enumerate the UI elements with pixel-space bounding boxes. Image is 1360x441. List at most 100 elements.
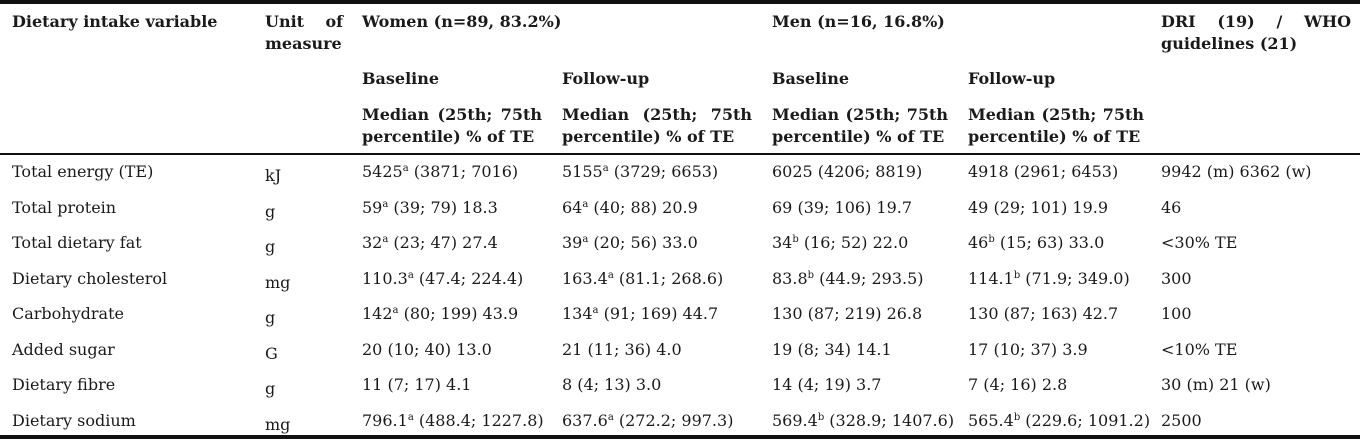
- cell-range: (39; 79) 18.3: [388, 198, 498, 217]
- cell-superscript: b: [1013, 412, 1021, 423]
- cell-men-followup: 17 (10; 37) 3.9: [968, 339, 1088, 361]
- cell-superscript: b: [807, 270, 815, 281]
- cell-women-followup: 134a (91; 169) 44.7: [562, 303, 718, 325]
- cell-women-baseline: 11 (7; 17) 4.1: [362, 374, 471, 396]
- row-dri: 100: [1161, 304, 1192, 323]
- cell-superscript: a: [607, 270, 614, 281]
- cell-value: 565.4: [968, 411, 1014, 430]
- cell-range: (91; 169) 44.7: [598, 304, 719, 323]
- cell-value: 130 (87; 219) 26.8: [772, 304, 923, 323]
- cell-women-baseline: 796.1a (488.4; 1227.8): [362, 410, 544, 432]
- cell-men-baseline: 130 (87; 219) 26.8: [772, 303, 922, 325]
- cell-value: 32: [362, 233, 383, 252]
- row-unit: g: [265, 237, 276, 256]
- cell-range: (44.9; 293.5): [814, 269, 924, 288]
- cell-value: 114.1: [968, 269, 1014, 288]
- cell-value: 5425: [362, 162, 403, 181]
- row-variable: Carbohydrate: [12, 304, 124, 323]
- cell-value: 4918 (2961; 6453): [968, 162, 1119, 181]
- cell-superscript: a: [582, 234, 589, 245]
- cell-superscript: a: [382, 199, 389, 210]
- row-variable: Total protein: [12, 198, 117, 217]
- cell-superscript: a: [392, 305, 399, 316]
- cell-value: 59: [362, 198, 383, 217]
- cell-superscript: a: [407, 412, 414, 423]
- cell-value: 7 (4; 16) 2.8: [968, 375, 1068, 394]
- cell-range: (3871; 7016): [408, 162, 519, 181]
- row-dri: 46: [1161, 198, 1182, 217]
- header-men-followup-median: Median (25th; 75th percentile) % of TE: [968, 105, 1144, 146]
- cell-value: 796.1: [362, 411, 408, 430]
- cell-superscript: a: [402, 163, 409, 174]
- row-dri: 300: [1161, 269, 1192, 288]
- cell-value: 637.6: [562, 411, 608, 430]
- cell-men-followup: 46b (15; 63) 33.0: [968, 232, 1104, 254]
- table-bottom-rule: [0, 435, 1360, 439]
- cell-superscript: a: [602, 163, 609, 174]
- row-unit: G: [265, 344, 278, 363]
- cell-value: 6025 (4206; 8819): [772, 162, 923, 181]
- header-dri: DRI (19) / WHO guidelines (21): [1161, 12, 1351, 53]
- cell-value: 34: [772, 233, 793, 252]
- row-dri: <30% TE: [1161, 233, 1238, 252]
- cell-range: (272.2; 997.3): [613, 411, 734, 430]
- row-dri: 30 (m) 21 (w): [1161, 375, 1271, 394]
- cell-superscript: b: [817, 412, 825, 423]
- cell-men-baseline: 69 (39; 106) 19.7: [772, 197, 912, 219]
- row-unit: g: [265, 202, 276, 221]
- header-men-baseline: Baseline: [772, 69, 850, 88]
- cell-men-baseline: 14 (4; 19) 3.7: [772, 374, 881, 396]
- cell-women-followup: 637.6a (272.2; 997.3): [562, 410, 733, 432]
- cell-value: 39: [562, 233, 583, 252]
- row-variable: Dietary sodium: [12, 411, 136, 430]
- cell-men-followup: 130 (87; 163) 42.7: [968, 303, 1118, 325]
- cell-women-followup: 21 (11; 36) 4.0: [562, 339, 682, 361]
- cell-superscript: b: [792, 234, 799, 245]
- cell-value: 46: [968, 233, 989, 252]
- row-variable: Dietary cholesterol: [12, 269, 168, 288]
- cell-value: 21 (11; 36) 4.0: [562, 340, 682, 359]
- header-women: Women (n=89, 83.2%): [362, 12, 562, 31]
- table-top-rule: [0, 0, 1360, 4]
- header-women-baseline-median: Median (25th; 75th percentile) % of TE: [362, 105, 542, 146]
- cell-range: (71.9; 349.0): [1020, 269, 1130, 288]
- table-header-rule: [0, 153, 1360, 155]
- cell-range: (229.6; 1091.2): [1020, 411, 1151, 430]
- row-variable: Total energy (TE): [12, 162, 154, 181]
- cell-women-baseline: 110.3a (47.4; 224.4): [362, 268, 523, 290]
- cell-value: 83.8: [772, 269, 808, 288]
- cell-men-baseline: 19 (8; 34) 14.1: [772, 339, 892, 361]
- cell-superscript: a: [382, 234, 389, 245]
- cell-value: 130 (87; 163) 42.7: [968, 304, 1119, 323]
- header-men-baseline-median: Median (25th; 75th percentile) % of TE: [772, 105, 948, 146]
- cell-range: (15; 63) 33.0: [994, 233, 1105, 252]
- cell-men-followup: 49 (29; 101) 19.9: [968, 197, 1108, 219]
- row-dri: <10% TE: [1161, 340, 1238, 359]
- row-unit: kJ: [265, 166, 282, 185]
- header-women-followup-median: Median (25th; 75th percentile) % of TE: [562, 105, 752, 146]
- cell-range: (3729; 6653): [608, 162, 719, 181]
- cell-range: (16; 52) 22.0: [798, 233, 909, 252]
- cell-women-baseline: 20 (10; 40) 13.0: [362, 339, 492, 361]
- cell-men-baseline: 83.8b (44.9; 293.5): [772, 268, 924, 290]
- cell-range: (328.9; 1407.6): [824, 411, 955, 430]
- row-variable: Total dietary fat: [12, 233, 142, 252]
- cell-women-baseline: 32a (23; 47) 27.4: [362, 232, 498, 254]
- cell-women-followup: 8 (4; 13) 3.0: [562, 374, 661, 396]
- cell-women-baseline: 59a (39; 79) 18.3: [362, 197, 498, 219]
- header-men-followup: Follow-up: [968, 69, 1056, 88]
- cell-value: 64: [562, 198, 583, 217]
- cell-value: 19 (8; 34) 14.1: [772, 340, 892, 359]
- cell-range: (81.1; 268.6): [613, 269, 724, 288]
- cell-women-followup: 5155a (3729; 6653): [562, 161, 718, 183]
- cell-value: 5155: [562, 162, 603, 181]
- cell-superscript: a: [607, 412, 614, 423]
- row-unit: g: [265, 379, 276, 398]
- cell-range: (20; 56) 33.0: [588, 233, 698, 252]
- cell-value: 134: [562, 304, 593, 323]
- cell-value: 163.4: [562, 269, 608, 288]
- header-men: Men (n=16, 16.8%): [772, 12, 945, 31]
- header-women-baseline: Baseline: [362, 69, 440, 88]
- cell-value: 14 (4; 19) 3.7: [772, 375, 882, 394]
- cell-superscript: b: [988, 234, 995, 245]
